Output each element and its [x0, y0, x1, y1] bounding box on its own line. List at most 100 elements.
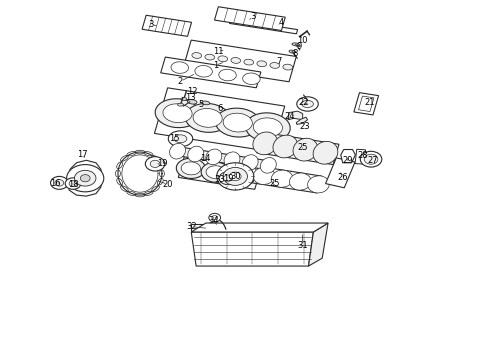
Ellipse shape: [290, 173, 311, 190]
Ellipse shape: [116, 170, 121, 177]
Text: 18: 18: [68, 180, 78, 189]
Polygon shape: [68, 160, 102, 196]
Ellipse shape: [170, 143, 186, 159]
Text: 25: 25: [269, 179, 280, 188]
Ellipse shape: [193, 108, 222, 127]
Ellipse shape: [226, 166, 255, 186]
Text: 31: 31: [297, 241, 308, 250]
Ellipse shape: [185, 103, 230, 132]
Ellipse shape: [121, 186, 128, 192]
Ellipse shape: [219, 69, 236, 81]
Ellipse shape: [188, 146, 204, 162]
Ellipse shape: [260, 158, 276, 173]
Ellipse shape: [224, 152, 240, 167]
Text: 22: 22: [298, 98, 309, 107]
Ellipse shape: [243, 73, 260, 85]
Text: 20: 20: [163, 180, 173, 189]
Polygon shape: [309, 223, 328, 266]
Ellipse shape: [253, 167, 275, 184]
Ellipse shape: [151, 186, 159, 192]
Text: 3: 3: [250, 12, 255, 21]
Ellipse shape: [302, 100, 314, 108]
Ellipse shape: [135, 150, 145, 154]
Text: 12: 12: [188, 86, 198, 95]
Polygon shape: [178, 156, 261, 189]
Polygon shape: [354, 93, 379, 115]
Polygon shape: [154, 88, 285, 152]
Ellipse shape: [223, 175, 232, 181]
Ellipse shape: [171, 62, 189, 73]
Ellipse shape: [168, 131, 193, 147]
Ellipse shape: [181, 98, 187, 100]
Ellipse shape: [177, 103, 183, 106]
Polygon shape: [288, 111, 303, 120]
Text: 3: 3: [148, 19, 154, 28]
Ellipse shape: [229, 172, 241, 181]
Ellipse shape: [206, 166, 225, 179]
Ellipse shape: [135, 193, 145, 197]
Polygon shape: [171, 146, 269, 170]
Ellipse shape: [150, 160, 160, 167]
Ellipse shape: [117, 179, 122, 185]
Ellipse shape: [117, 162, 122, 169]
Ellipse shape: [144, 191, 153, 195]
Text: 21: 21: [365, 98, 375, 107]
Ellipse shape: [253, 132, 278, 155]
Polygon shape: [355, 149, 366, 164]
Text: 33: 33: [214, 175, 225, 184]
Text: 15: 15: [170, 134, 180, 143]
Ellipse shape: [289, 50, 296, 53]
Text: 11: 11: [213, 47, 223, 56]
Ellipse shape: [219, 172, 237, 185]
Text: 16: 16: [50, 179, 61, 188]
Text: 9: 9: [296, 42, 301, 51]
Ellipse shape: [195, 66, 212, 77]
Text: 25: 25: [297, 143, 308, 152]
Text: 10: 10: [297, 36, 308, 45]
Ellipse shape: [270, 63, 280, 68]
Ellipse shape: [218, 56, 227, 62]
Ellipse shape: [292, 43, 300, 46]
Text: 30: 30: [230, 172, 241, 181]
Ellipse shape: [297, 97, 318, 111]
Text: 28: 28: [357, 151, 368, 160]
Text: 19: 19: [222, 174, 233, 183]
Ellipse shape: [283, 64, 293, 70]
Polygon shape: [142, 15, 192, 36]
Ellipse shape: [144, 152, 153, 156]
Ellipse shape: [74, 170, 96, 186]
Ellipse shape: [206, 149, 222, 165]
Ellipse shape: [151, 156, 159, 161]
Ellipse shape: [205, 54, 215, 60]
Ellipse shape: [121, 156, 128, 161]
Ellipse shape: [212, 216, 218, 220]
Ellipse shape: [293, 138, 318, 161]
Ellipse shape: [157, 179, 163, 185]
Polygon shape: [184, 40, 296, 82]
Text: 17: 17: [77, 150, 88, 159]
Ellipse shape: [192, 53, 201, 58]
Polygon shape: [359, 96, 374, 112]
Ellipse shape: [157, 162, 163, 169]
Polygon shape: [257, 132, 339, 165]
Ellipse shape: [308, 176, 329, 193]
Ellipse shape: [273, 135, 298, 158]
Text: 2: 2: [178, 77, 183, 86]
Ellipse shape: [313, 141, 338, 164]
Ellipse shape: [65, 178, 81, 189]
Ellipse shape: [67, 165, 104, 192]
Polygon shape: [191, 232, 314, 266]
Polygon shape: [296, 117, 308, 125]
Ellipse shape: [244, 59, 254, 65]
Ellipse shape: [257, 61, 267, 67]
Text: 8: 8: [292, 49, 297, 58]
Text: 13: 13: [185, 93, 196, 102]
Text: 32: 32: [186, 222, 196, 231]
Polygon shape: [325, 158, 355, 188]
Ellipse shape: [223, 113, 252, 132]
Ellipse shape: [155, 99, 200, 128]
Ellipse shape: [174, 135, 187, 143]
Ellipse shape: [202, 101, 210, 105]
Polygon shape: [161, 57, 261, 88]
Ellipse shape: [209, 213, 221, 222]
